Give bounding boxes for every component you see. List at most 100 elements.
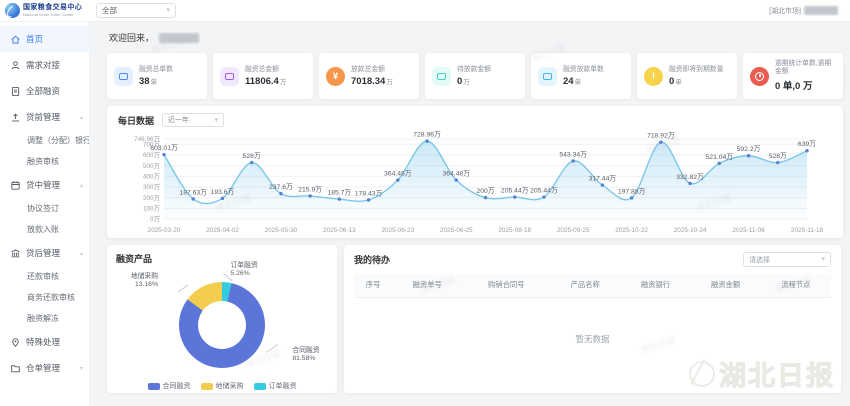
svg-text:528万: 528万	[769, 152, 787, 160]
donut-area: 订单融资 5.26% 地储采购 13.16% 合同融资 81.58%	[116, 262, 328, 377]
svg-text:205.44万: 205.44万	[530, 187, 558, 195]
stat-card-value: 0万	[457, 75, 470, 87]
coin-orange-icon: ¥	[326, 66, 345, 86]
chart-lightblue-icon	[538, 66, 557, 86]
sidebar-subitem[interactable]: 融资审核	[27, 157, 59, 166]
sidebar-item-4[interactable]: 贷中管理 ▴	[0, 172, 89, 198]
svg-text:2025-05-30: 2025-05-30	[265, 227, 298, 234]
chevron-down-icon: ▾	[214, 116, 219, 124]
svg-text:364.48万: 364.48万	[442, 170, 470, 178]
stat-card-4: 融资放款单数 24单	[531, 53, 631, 99]
todo-filter-select[interactable]: 请选择 ▾	[743, 252, 831, 267]
stat-card-text: 融资即将到期数量 0单	[669, 65, 724, 87]
stat-card-text: 融资总单数 38单	[139, 65, 173, 87]
svg-text:197.88万: 197.88万	[618, 187, 646, 195]
svg-text:237.6万: 237.6万	[269, 183, 293, 191]
svg-text:400万: 400万	[143, 172, 160, 180]
legend-item-1[interactable]: 地储采购	[200, 381, 244, 391]
sidebar-item-6[interactable]: 特殊处理	[0, 329, 89, 355]
todo-col-header-6: 流程节点	[760, 274, 831, 298]
stat-card-value: 11806.4万	[245, 75, 287, 87]
legend-item-2[interactable]: 订单融资	[253, 381, 297, 391]
svg-text:2025-09-25: 2025-09-25	[557, 227, 590, 234]
folder-blue-icon	[114, 66, 133, 86]
sidebar-subitem[interactable]: 调整（分配）银行	[27, 136, 90, 145]
daily-data-head: 每日数据 近一年 ▾	[118, 113, 832, 127]
daily-data-title: 每日数据	[118, 115, 155, 126]
main-content: 欢迎回来， 融资总单数 38单 融资总金额 11806.4万 ¥ 放款总金额 7018.34…	[90, 22, 850, 406]
folder-icon	[10, 363, 21, 374]
callout-line	[266, 344, 279, 353]
todo-col-header-0: 序号	[354, 274, 393, 298]
sidebar-subitem[interactable]: 商务还款审核	[27, 293, 75, 302]
sidebar-item-5[interactable]: 贷后管理 ▴	[0, 240, 89, 266]
svg-text:2025-06-23: 2025-06-23	[381, 227, 414, 234]
callout-order-financing: 订单融资 5.26%	[230, 262, 258, 277]
market-select[interactable]: 全部 ▾	[96, 3, 176, 18]
daily-range-value: 近一年	[168, 117, 190, 124]
logo: 国家粮食交易中心 National Grain Trade Center	[5, 3, 91, 18]
chevron-up-icon: ▴	[79, 182, 83, 189]
logo-text: 国家粮食交易中心 National Grain Trade Center	[23, 4, 82, 17]
legend-item-0[interactable]: 合同融资	[147, 381, 191, 391]
svg-text:2025-10-22: 2025-10-22	[615, 227, 648, 234]
chevron-up-icon: ▴	[79, 250, 83, 257]
svg-text:2025-06-13: 2025-06-13	[323, 227, 356, 234]
svg-text:2025-11-06: 2025-11-06	[732, 227, 765, 234]
financing-products-card: 融资产品 订单融资 5.26% 地储采购 13.16% 合同融资	[107, 245, 337, 393]
sidebar-item-1[interactable]: 需求对接	[0, 52, 89, 78]
stat-card-3: 待放款金额 0万	[425, 53, 525, 99]
svg-text:543.34万: 543.34万	[559, 150, 587, 158]
sidebar-item-3[interactable]: 贷前管理 ▴	[0, 104, 89, 130]
financing-products-title: 融资产品	[116, 254, 153, 264]
sidebar-item-2[interactable]: 全部融资	[0, 78, 89, 104]
stat-card-text: 融资放款单数 24单	[563, 65, 604, 87]
legend-swatch	[200, 382, 213, 390]
stat-card-value: 0 单,0 万	[775, 81, 813, 92]
todo-col-header-2: 购销合同号	[462, 274, 551, 298]
svg-text:178.43万: 178.43万	[355, 189, 383, 197]
svg-text:639万: 639万	[798, 140, 816, 148]
svg-text:592.2万: 592.2万	[737, 145, 761, 153]
stat-card-text: 融资总金额 11806.4万	[245, 65, 287, 87]
sidebar-subitem[interactable]: 融资解冻	[27, 314, 59, 323]
svg-text:603.01万: 603.01万	[150, 144, 178, 152]
svg-text:215.9万: 215.9万	[298, 185, 322, 193]
upload-icon	[10, 112, 21, 123]
logo-subtitle: National Grain Trade Center	[23, 12, 74, 17]
svg-text:200万: 200万	[476, 187, 494, 195]
stat-card-value: 7018.34万	[351, 75, 393, 87]
svg-text:187.63万: 187.63万	[179, 188, 207, 196]
sidebar-subitem[interactable]: 协议签订	[27, 204, 59, 213]
user-icon	[10, 60, 21, 71]
sidebar-subitem[interactable]: 还款审核	[27, 272, 59, 281]
market-select-value: 全部	[102, 6, 117, 15]
legend-swatch	[147, 382, 160, 390]
user-name-redacted[interactable]	[804, 6, 838, 15]
stat-card-5: ! 融资即将到期数量 0单	[637, 53, 737, 99]
alert-yellow-icon: !	[644, 66, 663, 86]
wallet-teal-icon	[432, 66, 451, 86]
stat-card-2: ¥ 放款总金额 7018.34万	[319, 53, 419, 99]
svg-text:200万: 200万	[143, 194, 160, 202]
svg-text:205.44万: 205.44万	[501, 187, 529, 195]
donut-legend: 合同融资 地储采购 订单融资	[116, 381, 328, 391]
sidebar-subitem[interactable]: 放款入账	[27, 225, 59, 234]
svg-text:317.44万: 317.44万	[589, 175, 617, 183]
svg-text:600万: 600万	[143, 151, 160, 159]
svg-text:2025-10-24: 2025-10-24	[674, 227, 707, 234]
legend-swatch	[253, 382, 266, 390]
stat-card-text: 放款总金额 7018.34万	[351, 65, 393, 87]
todo-head: 我的待办 请选择 ▾	[354, 252, 831, 267]
logo-title: 国家粮食交易中心	[23, 4, 83, 11]
sidebar-item-0[interactable]: 首页	[0, 26, 89, 52]
todo-col-header-1: 融资单号	[392, 274, 463, 298]
daily-range-select[interactable]: 近一年 ▾	[162, 113, 225, 127]
chevron-down-icon: ▾	[821, 256, 825, 263]
calendar-icon	[10, 180, 21, 191]
todo-card: 我的待办 请选择 ▾ 序号 融资单号 购销合同号 产品名称 融资银行 融资金额 流程节点 暂…	[344, 245, 841, 393]
todo-col-header-3: 产品名称	[550, 274, 621, 298]
svg-text:728.96万: 728.96万	[413, 131, 441, 139]
sidebar-item-7[interactable]: 仓单管理 ▾	[0, 355, 89, 381]
bottom-row: 融资产品 订单融资 5.26% 地储采购 13.16% 合同融资	[107, 245, 843, 393]
